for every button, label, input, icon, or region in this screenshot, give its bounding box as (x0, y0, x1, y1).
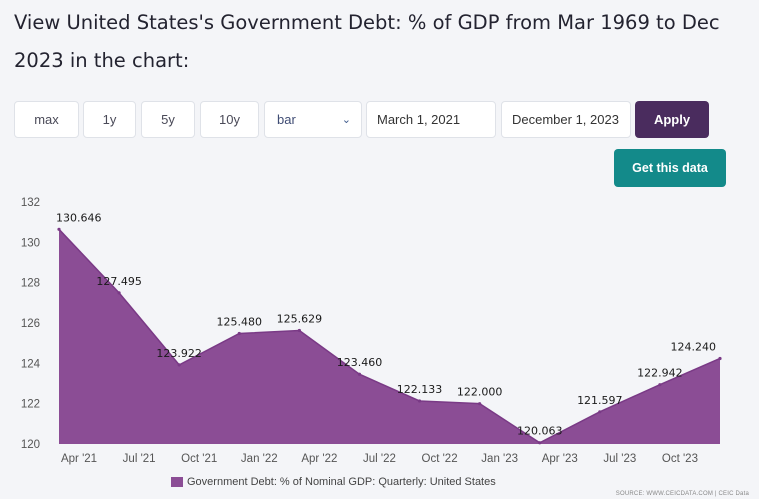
page-title: View United States's Government Debt: % … (14, 11, 720, 72)
x-tick-label: Apr '21 (61, 453, 97, 465)
range-max-button[interactable]: max (14, 101, 79, 138)
x-tick-label: Oct '23 (662, 453, 698, 465)
legend-swatch (171, 477, 183, 487)
chart-legend[interactable]: Government Debt: % of Nominal GDP: Quart… (171, 476, 496, 488)
data-label: 122.000 (457, 386, 503, 399)
data-point (357, 372, 362, 376)
apply-button[interactable]: Apply (635, 101, 709, 138)
data-point (117, 291, 121, 295)
data-point (237, 331, 241, 336)
chevron-down-icon: ⌄ (341, 114, 351, 126)
data-label: 125.629 (277, 312, 323, 325)
y-tick-label: 130 (21, 237, 40, 249)
data-point (177, 363, 181, 367)
source-note: SOURCE: WWW.CEICDATA.COM | CEIC Data (615, 491, 749, 497)
start-date-input[interactable]: March 1, 2021 (366, 101, 496, 138)
chart-type-value: bar (277, 112, 296, 127)
data-label: 122.942 (637, 367, 683, 380)
range-10y-button[interactable]: 10y (200, 101, 259, 138)
end-date-input[interactable]: December 1, 2023 (501, 101, 631, 138)
data-point (297, 328, 301, 333)
y-tick-label: 124 (21, 358, 41, 370)
data-label: 125.480 (217, 315, 263, 328)
range-5y-button[interactable]: 5y (141, 101, 195, 138)
data-label: 120.063 (517, 425, 563, 438)
x-tick-label: Apr '23 (542, 453, 578, 465)
data-point (718, 356, 722, 361)
y-tick-label: 120 (21, 439, 40, 451)
data-label: 123.460 (337, 356, 383, 369)
x-tick-label: Jul '21 (123, 453, 156, 465)
get-this-data-button[interactable]: Get this data (614, 149, 726, 187)
data-point (598, 410, 602, 414)
area-series-fill (59, 229, 720, 444)
y-tick-label: 122 (21, 399, 40, 411)
data-point (658, 383, 662, 387)
data-label: 123.922 (156, 347, 202, 360)
x-tick-label: Jan '23 (481, 453, 518, 465)
data-point (57, 227, 61, 231)
range-1y-button[interactable]: 1y (83, 101, 136, 138)
x-tick-label: Jul '22 (363, 453, 396, 465)
data-label: 130.646 (56, 211, 102, 224)
data-point (417, 399, 422, 403)
data-label: 121.597 (577, 394, 623, 407)
data-point (538, 441, 542, 445)
data-label: 124.240 (671, 340, 717, 353)
y-tick-label: 128 (21, 278, 40, 290)
area-series-line (58, 228, 721, 444)
x-tick-label: Oct '21 (181, 453, 217, 465)
y-tick-label: 132 (21, 197, 40, 209)
x-tick-label: Oct '22 (422, 453, 458, 465)
x-tick-label: Jan '22 (241, 453, 278, 465)
legend-label: Government Debt: % of Nominal GDP: Quart… (187, 476, 496, 488)
chart-type-select[interactable]: bar ⌄ (264, 101, 362, 138)
x-tick-label: Apr '22 (301, 453, 337, 465)
data-label: 122.133 (397, 383, 443, 396)
x-tick-label: Jul '23 (603, 453, 636, 465)
data-label: 127.495 (96, 275, 142, 288)
y-tick-label: 126 (21, 318, 40, 330)
data-point (478, 402, 482, 406)
